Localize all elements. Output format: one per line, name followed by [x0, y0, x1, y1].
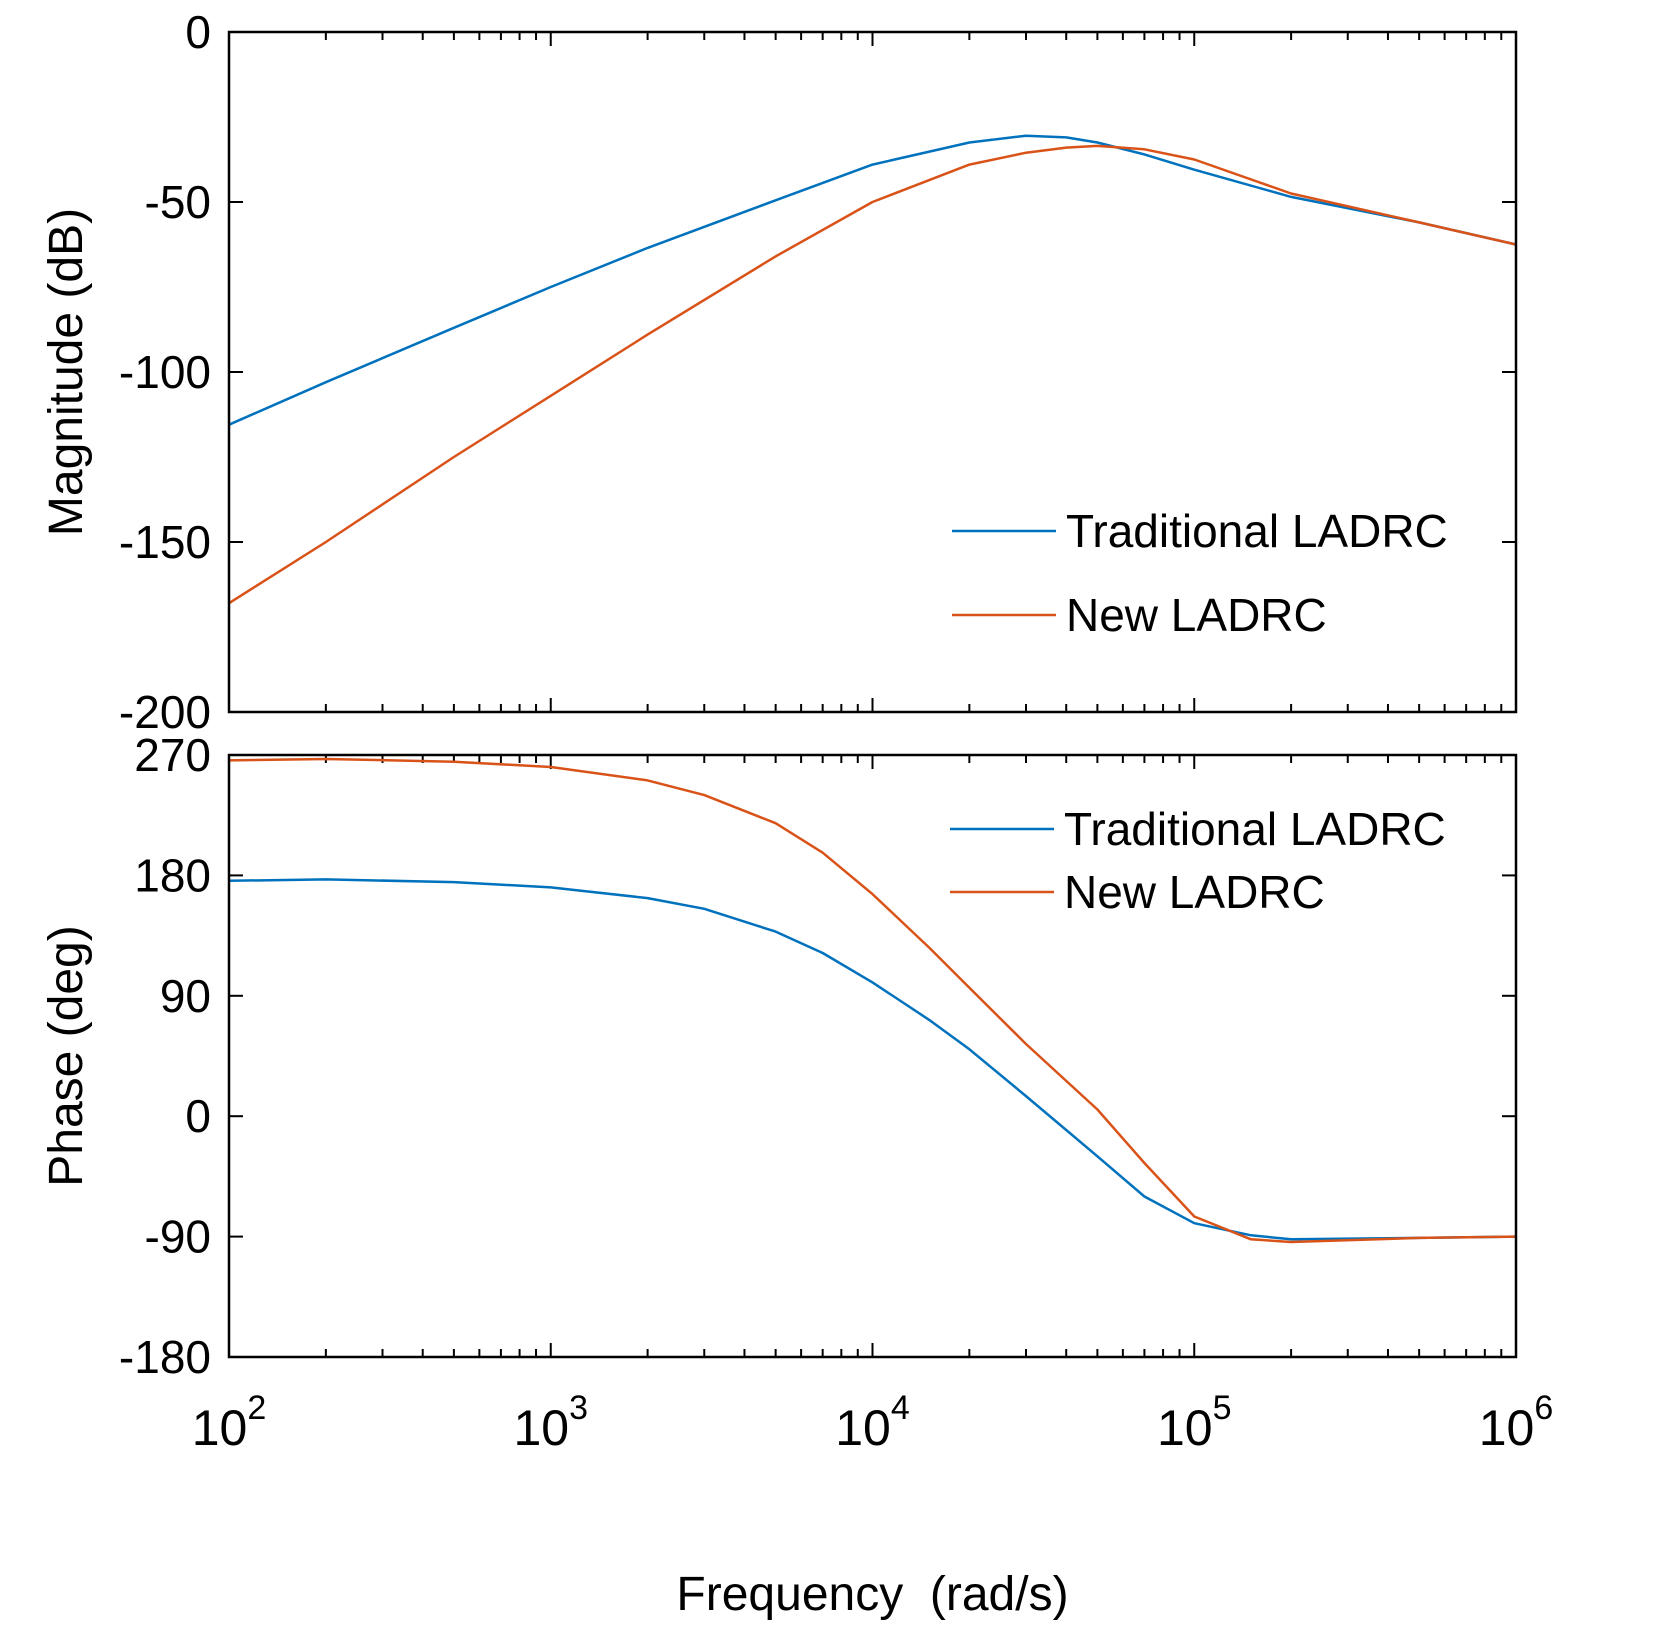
- magnitude-panel: 0 -50 -100 -150 -200 Magnitude (dB) Traditio…: [40, 6, 1518, 738]
- y-tick-label: -150: [119, 516, 211, 568]
- x-tick-label-exponent: 4: [891, 1389, 910, 1427]
- y-tick-label: 0: [185, 1090, 211, 1142]
- magnitude-plot-frame: [227, 30, 1518, 714]
- series-line-0: [228, 134, 1517, 426]
- legend-label-0: Traditional LADRC: [1064, 803, 1446, 855]
- y-tick-label: 90: [160, 970, 211, 1022]
- magnitude-series: [228, 134, 1517, 605]
- frequency-x-tick-labels: 102 103 104 105 106: [192, 1389, 1554, 1456]
- y-tick-label: -50: [145, 176, 211, 228]
- x-tick-label-exponent: 2: [247, 1389, 266, 1427]
- x-tick-label-exponent: 6: [1534, 1389, 1553, 1427]
- x-tick-label: 106: [1479, 1389, 1554, 1456]
- magnitude-legend: Traditional LADRC New LADRC: [952, 505, 1448, 641]
- phase-y-axis-label: Phase (deg): [40, 925, 93, 1187]
- phase-series: [228, 757, 1517, 1244]
- magnitude-y-axis-label: Magnitude (dB): [40, 208, 93, 536]
- phase-y-tick-labels: 270 180 90 0 -90 -180: [119, 729, 211, 1383]
- y-tick-label: -180: [119, 1331, 211, 1383]
- x-tick-label-base: 10: [192, 1400, 248, 1456]
- x-tick-label-base: 10: [513, 1400, 569, 1456]
- y-tick-label: -100: [119, 346, 211, 398]
- x-tick-label-exponent: 3: [569, 1389, 588, 1427]
- x-tick-label-exponent: 5: [1213, 1389, 1232, 1427]
- legend-label-0: Traditional LADRC: [1066, 505, 1448, 557]
- y-tick-label: -200: [119, 686, 211, 738]
- x-tick-label-base: 10: [1479, 1400, 1535, 1456]
- phase-plot-frame: [227, 753, 1518, 1359]
- frequency-x-axis-label: Frequency (rad/s): [676, 1568, 1068, 1621]
- y-tick-label: 0: [185, 6, 211, 58]
- series-line-1: [228, 757, 1517, 1244]
- y-tick-label: 180: [134, 849, 211, 901]
- x-tick-label-base: 10: [835, 1400, 891, 1456]
- phase-legend: Traditional LADRC New LADRC: [950, 803, 1446, 918]
- y-tick-label: -90: [145, 1211, 211, 1263]
- x-tick-label: 104: [835, 1389, 910, 1456]
- legend-label-1: New LADRC: [1064, 866, 1325, 918]
- y-tick-label: 270: [134, 729, 211, 781]
- legend-label-1: New LADRC: [1066, 589, 1327, 641]
- x-tick-label: 103: [513, 1389, 588, 1456]
- x-tick-label: 105: [1157, 1389, 1232, 1456]
- series-line-1: [228, 144, 1517, 605]
- series-line-0: [228, 878, 1517, 1241]
- x-tick-label-base: 10: [1157, 1400, 1213, 1456]
- magnitude-y-tick-labels: 0 -50 -100 -150 -200: [119, 6, 211, 738]
- x-tick-label: 102: [192, 1389, 267, 1456]
